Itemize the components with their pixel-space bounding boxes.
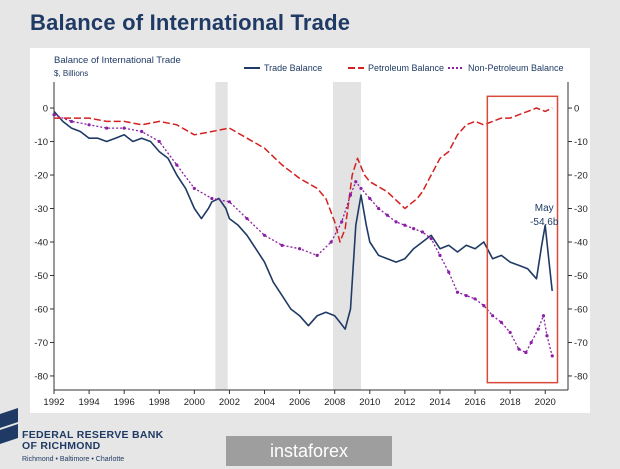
series-2-point-4	[122, 126, 126, 130]
bank-cities: Richmond • Baltimore • Charlotte	[22, 456, 125, 463]
y-tick-label-right-8: -80	[574, 371, 588, 382]
series-2-point-19	[354, 180, 358, 184]
series-2-point-12	[262, 233, 267, 237]
x-tick-label-2: 1996	[114, 397, 135, 408]
legend-label-1: Petroleum Balance	[368, 63, 444, 73]
series-2-point-16	[329, 240, 333, 244]
series-2-point-1	[69, 119, 74, 124]
chart-subtitle: $, Billions	[54, 69, 88, 78]
series-2-point-9	[210, 196, 214, 201]
series-2-point-18	[348, 193, 353, 197]
series-2-point-31	[455, 290, 460, 294]
series-2-point-32	[464, 293, 468, 298]
x-tick-label-7: 2006	[289, 397, 310, 408]
y-tick-label-left-6: -60	[34, 304, 48, 315]
x-tick-label-14: 2020	[535, 397, 556, 408]
chart-panel: 1992 1994 1996 1998 2000 2002 2004 2006 2008 2010…	[30, 48, 590, 413]
series-2-point-3	[105, 126, 109, 130]
watermark: instaforex	[226, 436, 392, 466]
y-tick-label-right-2: -20	[574, 171, 588, 182]
x-tick-label-0: 1992	[43, 397, 64, 408]
frb-logo-icon	[0, 408, 18, 444]
highlight-box	[486, 95, 559, 384]
series-2-point-5	[140, 129, 144, 134]
series-2-point-37	[508, 330, 512, 335]
y-tick-label-right-5: -50	[574, 271, 588, 282]
series-2-point-23	[385, 213, 389, 217]
series-2-point-14	[298, 247, 302, 251]
series-2-point-11	[245, 216, 249, 221]
x-tick-label-13: 2018	[500, 397, 521, 408]
recession-band-0	[215, 82, 228, 390]
series-2-point-20	[359, 186, 363, 191]
x-tick-label-3: 1998	[149, 397, 170, 408]
trade-balance-chart: 1992 1994 1996 1998 2000 2002 2004 2006 2008 2010…	[34, 55, 588, 408]
series-2-point-10	[227, 200, 232, 204]
series-2-point-40	[529, 340, 533, 345]
legend-label-2: Non-Petroleum Balance	[468, 63, 564, 73]
x-tick-label-1: 1994	[79, 397, 100, 408]
bank-name-line1: FEDERAL RESERVE BANK	[22, 429, 164, 441]
series-2-point-35	[490, 314, 495, 318]
bank-name-line2: OF RICHMOND	[22, 440, 101, 452]
y-tick-label-right-4: -40	[574, 238, 588, 249]
y-tick-label-right-1: -10	[574, 137, 588, 148]
annotation-line-1: -54.6b	[530, 217, 559, 228]
x-tick-label-10: 2012	[394, 397, 415, 408]
y-tick-label-right-3: -30	[574, 204, 588, 215]
series-2-point-27	[420, 230, 425, 234]
series-2-point-2	[87, 123, 91, 127]
series-2-point-0	[52, 113, 56, 117]
y-tick-label-right-0: 0	[574, 104, 579, 115]
y-tick-label-left-2: -20	[34, 171, 48, 182]
series-2-point-6	[157, 139, 161, 144]
y-tick-label-left-5: -50	[34, 271, 48, 282]
series-2-point-26	[412, 227, 416, 231]
series-2-point-25	[403, 223, 407, 227]
series-2-point-24	[394, 220, 398, 224]
x-tick-label-12: 2016	[464, 397, 485, 408]
y-tick-label-right-6: -60	[574, 304, 588, 315]
series-2-point-38	[517, 347, 521, 351]
series-2-point-29	[438, 253, 442, 257]
page-title: Balance of International Trade	[30, 10, 351, 35]
annotation-line-0: May	[535, 203, 554, 214]
x-tick-label-5: 2002	[219, 397, 240, 408]
legend-label-0: Trade Balance	[264, 63, 322, 73]
bank-name: FEDERAL RESERVE BANK OF RICHMOND	[22, 430, 164, 452]
series-2-point-15	[315, 253, 319, 257]
y-tick-label-left-7: -70	[34, 338, 48, 349]
series-2-point-44	[550, 354, 554, 358]
series-line-1	[54, 107, 553, 243]
chart-title: Balance of International Trade	[54, 55, 181, 66]
y-tick-label-left-8: -80	[34, 371, 48, 382]
series-line-0	[53, 110, 553, 330]
series-2-point-28	[429, 237, 433, 241]
y-tick-label-left-0: 0	[43, 104, 48, 115]
series-2-point-34	[482, 304, 486, 308]
series-2-point-30	[447, 270, 451, 274]
series-2-point-33	[473, 297, 477, 301]
series-2-point-17	[340, 220, 344, 224]
series-2-point-42	[541, 314, 546, 318]
series-2-point-7	[175, 163, 179, 167]
recession-band-1	[332, 82, 362, 390]
series-2-point-22	[376, 206, 381, 211]
series-2-point-43	[545, 334, 549, 338]
x-tick-label-11: 2014	[429, 397, 450, 408]
series-2-point-41	[536, 327, 540, 331]
series-2-point-39	[524, 350, 528, 355]
x-tick-label-6: 2004	[254, 397, 275, 408]
y-tick-label-right-7: -70	[574, 338, 588, 349]
x-tick-label-8: 2008	[324, 397, 345, 408]
series-2-point-21	[368, 196, 372, 201]
y-tick-label-left-3: -30	[34, 204, 48, 215]
y-tick-label-left-4: -40	[34, 238, 48, 249]
series-2-point-13	[280, 243, 284, 247]
x-tick-label-4: 2000	[184, 397, 205, 408]
y-tick-label-left-1: -10	[34, 137, 48, 148]
series-2-point-8	[192, 186, 196, 191]
x-tick-label-9: 2010	[359, 397, 380, 408]
series-2-point-36	[499, 320, 503, 324]
